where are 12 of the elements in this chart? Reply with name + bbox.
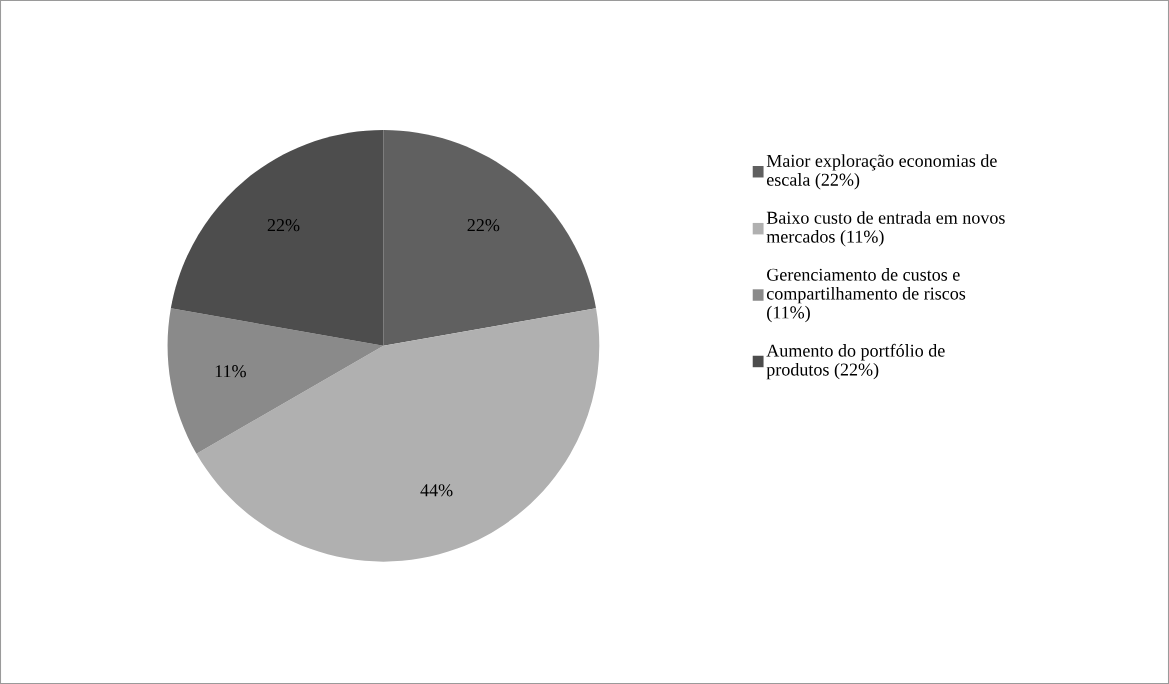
pie-slice: [170, 129, 384, 346]
pie-slice: [167, 308, 384, 454]
pie-slice: [383, 129, 597, 346]
data-label: 44%: [420, 484, 453, 497]
data-label: 22%: [267, 219, 300, 232]
legend-label: Maior exploração economias de escala (22%): [766, 154, 997, 190]
data-label: 11%: [215, 365, 246, 378]
legend-label: Baixo custo de entrada em novos mercados (11%): [766, 211, 1005, 247]
legend-label: Aumento do portfólio de produtos (22%): [766, 343, 945, 380]
pie-slice: [196, 308, 600, 562]
legend-label: Gerenciamento de custos e compartilhamento de riscos (11%): [766, 268, 966, 323]
data-label: 22%: [467, 219, 500, 232]
